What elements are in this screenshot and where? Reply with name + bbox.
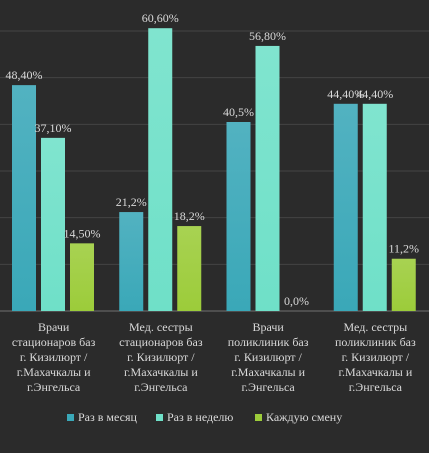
category-label: Врачи — [38, 320, 70, 334]
bar-labels: 48,40% 37,10% 14,50% 21,2% 60,60% 18,2% 40,5% 5… — [6, 11, 420, 308]
category-label: г.Махачкалы и — [338, 365, 412, 379]
legend-label: Раз в неделю — [167, 410, 233, 424]
category-label: г. Кизилюрт / — [127, 350, 195, 364]
data-label: 11,2% — [388, 242, 419, 256]
data-label: 40,5% — [223, 105, 254, 119]
bar — [12, 85, 36, 311]
category-label: поликлиник баз — [335, 335, 416, 349]
bar — [119, 212, 144, 311]
legend-label: Раз в месяц — [78, 410, 137, 424]
legend-swatch — [67, 414, 74, 421]
category-label: г.Энгельса — [27, 380, 81, 394]
data-label: 37,10% — [35, 121, 72, 135]
category-label: г.Махачкалы и — [17, 365, 91, 379]
legend-swatch — [255, 414, 262, 421]
category-label: стационаров баз — [119, 335, 203, 349]
category-label: Мед. сестры — [344, 320, 408, 334]
category-label: г.Махачкалы и — [124, 365, 198, 379]
data-label: 60,60% — [142, 11, 179, 25]
bar — [226, 122, 251, 311]
bar — [391, 258, 416, 311]
bar — [148, 28, 173, 311]
legend-label: Каждую смену — [266, 410, 342, 424]
legend-swatch — [156, 414, 163, 421]
bar — [255, 45, 280, 311]
category-label: г.Энгельса — [349, 380, 403, 394]
data-label: 48,40% — [6, 68, 43, 82]
bar — [177, 226, 202, 311]
legend: Раз в месяц Раз в неделю Каждую смену — [67, 410, 342, 424]
category-label: Врачи — [252, 320, 284, 334]
category-label: г. Кизилюрт / — [342, 350, 410, 364]
data-label: 0,0% — [284, 294, 309, 308]
bars — [12, 28, 416, 311]
category-label: г.Энгельса — [241, 380, 295, 394]
bar — [41, 137, 65, 311]
bar — [70, 243, 94, 311]
data-label: 18,2% — [174, 209, 205, 223]
data-label: 44,40% — [356, 87, 393, 101]
data-label: 56,80% — [249, 29, 286, 43]
data-label: 21,2% — [116, 195, 147, 209]
category-label: г.Энгельса — [134, 380, 188, 394]
data-label: 14,50% — [64, 226, 101, 240]
category-label: стационаров баз — [12, 335, 96, 349]
bar — [362, 103, 387, 311]
category-label: поликлиник баз — [228, 335, 309, 349]
data-label: 44,40% — [327, 87, 364, 101]
category-label: Мед. сестры — [129, 320, 193, 334]
category-label: г. Кизилюрт / — [20, 350, 88, 364]
category-label: г.Махачкалы и — [231, 365, 305, 379]
category-label: г. Кизилюрт / — [234, 350, 302, 364]
bar — [333, 103, 358, 311]
